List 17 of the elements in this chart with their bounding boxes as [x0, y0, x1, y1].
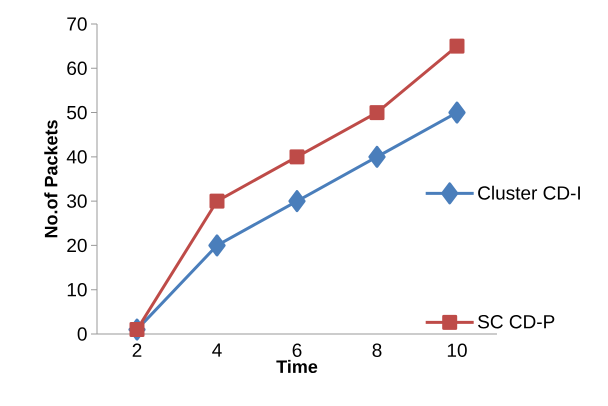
legend-label: SC CD-P — [478, 315, 554, 328]
x-tick-label: 6 — [292, 344, 302, 357]
y-tick-label: 30 — [67, 194, 87, 208]
x-axis-title: Time — [276, 360, 318, 374]
y-tick-label: 50 — [67, 106, 87, 120]
y-tick-label: 60 — [67, 62, 87, 76]
y-tick-label: 70 — [67, 17, 87, 31]
y-tick-label: 10 — [68, 282, 87, 296]
y-tick-label: 0 — [78, 327, 87, 341]
legend-label: Cluster CD-I — [478, 186, 580, 200]
x-tick-label: 8 — [372, 344, 382, 357]
x-tick-label: 2 — [132, 344, 142, 357]
y-axis-title: No.of Packets — [44, 120, 58, 238]
x-tick-label: 10 — [448, 344, 467, 357]
y-tick-label: 20 — [67, 238, 87, 252]
y-tick-label: 40 — [66, 150, 87, 164]
x-tick-label: 4 — [212, 344, 222, 357]
